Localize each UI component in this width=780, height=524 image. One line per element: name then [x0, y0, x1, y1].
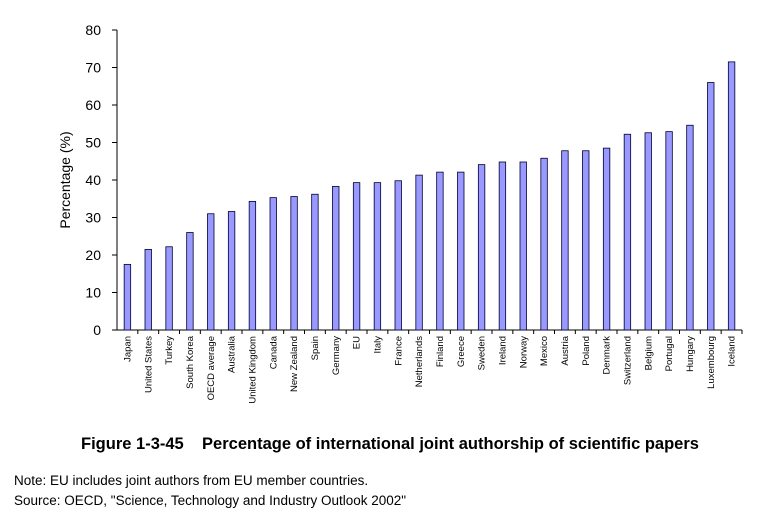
y-tick-label: 30: [85, 210, 101, 226]
y-tick-label: 10: [85, 285, 101, 301]
figure-caption: Figure 1-3-45 Percentage of internationa…: [81, 435, 699, 453]
bar: [727, 61, 736, 331]
x-tick-label: Iceland: [727, 336, 738, 367]
bar: [352, 182, 361, 331]
bar: [394, 180, 402, 331]
bar: [436, 171, 444, 331]
x-tick-label: Portugal: [664, 336, 675, 371]
x-tick-label: United States: [143, 336, 154, 393]
x-tick-label: Spain: [310, 336, 321, 360]
y-tick-label: 20: [85, 247, 101, 263]
x-tick-label: Denmark: [602, 336, 613, 375]
x-tick-label: OECD average: [206, 336, 217, 400]
bar: [373, 182, 382, 331]
x-tick-label: Germany: [331, 336, 342, 375]
x-tick-label: Finland: [435, 336, 446, 367]
x-tick-label: Australia: [227, 335, 238, 373]
bar: [540, 157, 548, 331]
bar: [498, 161, 507, 331]
x-tick-label: Austria: [560, 335, 571, 365]
x-tick-label: Japan: [122, 336, 133, 362]
bar: [144, 248, 152, 331]
x-tick-label: Sweden: [477, 336, 488, 370]
x-tick-label: Turkey: [164, 336, 175, 365]
bar: [665, 131, 673, 331]
bar: [561, 150, 569, 331]
bar: [207, 213, 215, 331]
y-tick-label: 60: [85, 97, 101, 113]
source-note: Source: OECD, "Science, Technology and I…: [14, 493, 407, 508]
bar: [477, 164, 486, 331]
y-tick-label: 70: [85, 60, 101, 76]
bar: [269, 197, 277, 331]
x-tick-label: South Korea: [185, 335, 196, 389]
bar: [248, 200, 257, 331]
x-tick-label: Luxembourg: [706, 336, 717, 389]
y-axis-title: Percentage (%): [57, 131, 73, 228]
bar: [186, 232, 194, 331]
bar: [602, 147, 611, 331]
x-tick-label: Greece: [456, 336, 467, 367]
x-tick-label: Ireland: [497, 336, 508, 365]
bar: [290, 196, 298, 331]
bar: [332, 185, 340, 331]
x-tick-label: EU: [352, 336, 363, 349]
bar: [519, 161, 527, 331]
bar: [457, 171, 465, 331]
x-tick-label: Belgium: [643, 336, 654, 370]
x-tick-label: United Kingdom: [247, 336, 258, 404]
x-tick-label: Poland: [581, 336, 592, 366]
x-tick-label: Mexico: [539, 336, 550, 366]
x-tick-label: Italy: [372, 336, 383, 354]
footnote: Note: EU includes joint authors from EU …: [14, 473, 369, 488]
x-tick-label: Netherlands: [414, 336, 425, 387]
x-tick-label: Canada: [268, 335, 279, 369]
x-tick-label: Hungary: [685, 336, 696, 372]
y-axis-ticks: 0 10 20 30 40 50 60 70 80: [85, 22, 117, 338]
x-axis-labels: Japan United States Turkey South Korea OECD …: [122, 330, 743, 404]
bar: [227, 211, 236, 331]
bar-chart: Percentage (%) 0 10 20 30 40 50 60 70 80 Japan Un…: [57, 22, 743, 404]
bar: [644, 132, 652, 331]
y-tick-label: 50: [85, 135, 101, 151]
y-tick-label: 40: [85, 172, 101, 188]
bar-series: [123, 61, 736, 331]
x-tick-label: Switzerland: [622, 336, 633, 385]
bar: [165, 246, 173, 331]
bar: [623, 133, 632, 331]
x-tick-label: Norway: [518, 336, 529, 368]
x-tick-label: France: [393, 336, 404, 366]
bar: [707, 82, 715, 331]
y-tick-label: 0: [93, 322, 101, 338]
bar: [582, 150, 590, 331]
bar: [123, 263, 132, 331]
bar: [415, 174, 423, 331]
bar: [311, 193, 319, 331]
x-tick-label: New Zealand: [289, 336, 300, 392]
bar: [686, 124, 694, 331]
y-tick-label: 80: [85, 22, 101, 38]
